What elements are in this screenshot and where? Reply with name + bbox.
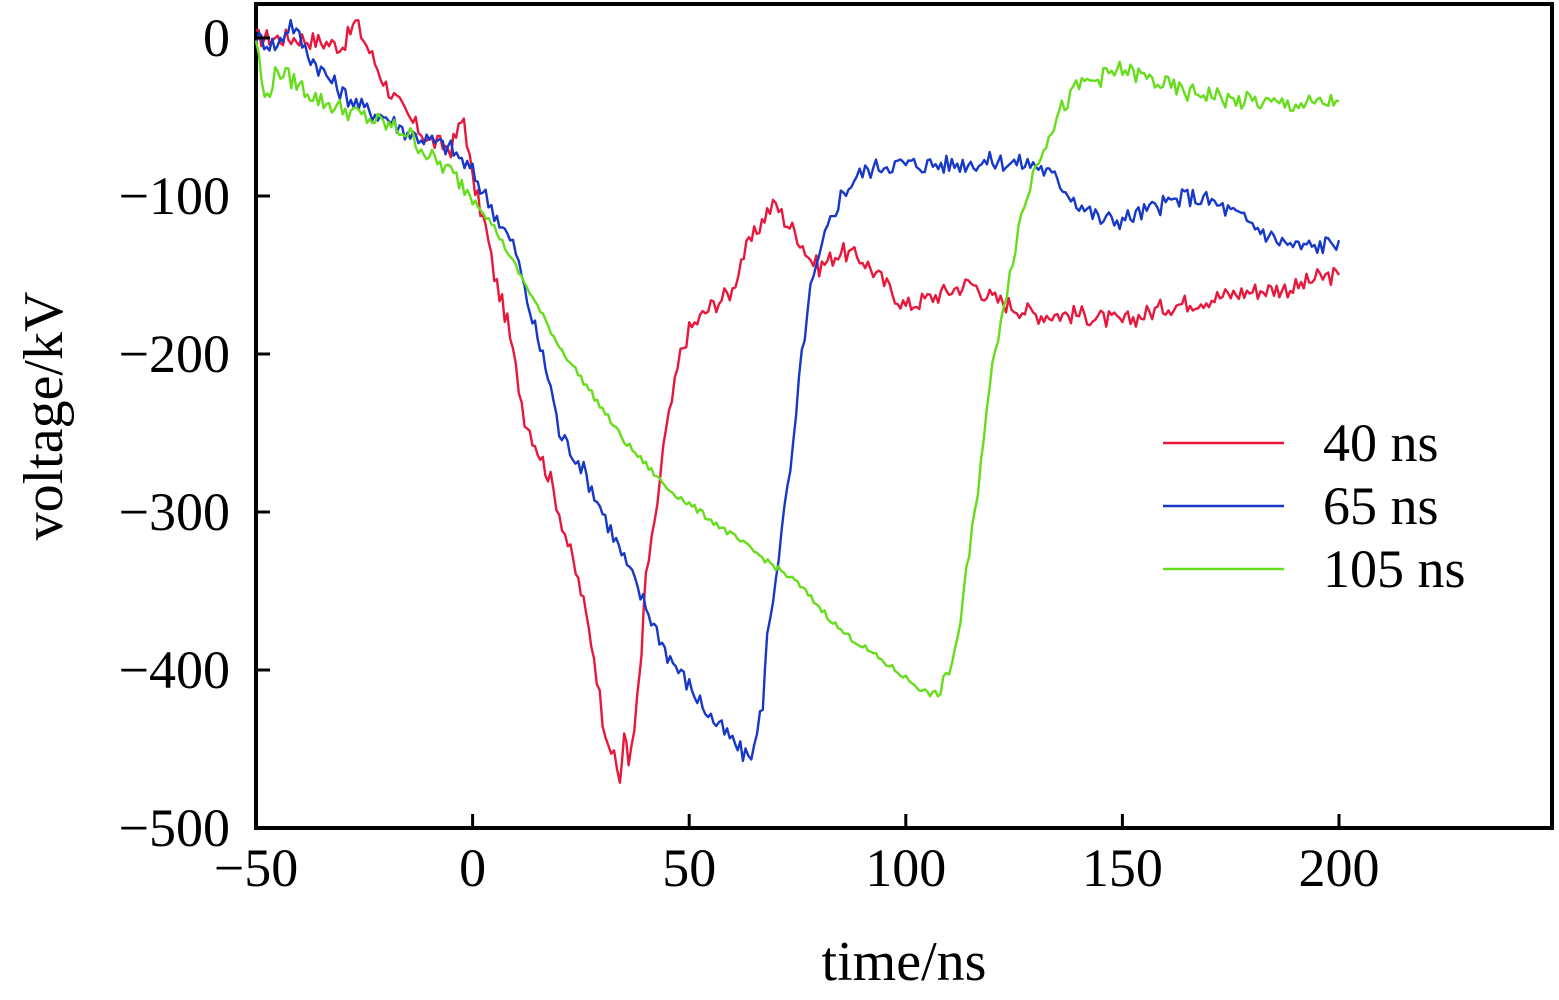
y-tick-label: 0: [203, 8, 230, 68]
y-axis-label: voltage/kV: [13, 292, 75, 541]
series-line-2: [254, 18, 1341, 763]
y-tick-label: −300: [119, 482, 230, 542]
x-tick-label: 200: [1299, 838, 1380, 898]
y-tick-label: −400: [119, 640, 230, 700]
x-tick-label: 50: [662, 838, 716, 898]
legend-label: 40 ns: [1323, 413, 1439, 473]
legend-label: 65 ns: [1323, 476, 1439, 536]
legend-label: 105 ns: [1323, 539, 1466, 599]
x-tick-label: 150: [1082, 838, 1163, 898]
series-layer: [254, 18, 1341, 784]
x-tick-label: −50: [214, 838, 298, 898]
x-axis-label: time/ns: [822, 931, 987, 993]
y-tick-label: −200: [119, 324, 230, 384]
y-tick-label: −100: [119, 166, 230, 226]
series-line-3: [254, 40, 1340, 698]
x-tick-label: 0: [459, 838, 486, 898]
x-axis-ticks: −50 0 50 100 150 200: [214, 814, 1380, 898]
y-axis-ticks: 0 −100 −200 −300 −400 −500: [119, 8, 270, 858]
y-tick-label: −500: [119, 798, 230, 858]
x-tick-label: 100: [865, 838, 946, 898]
plot-frame: [254, 2, 1554, 830]
